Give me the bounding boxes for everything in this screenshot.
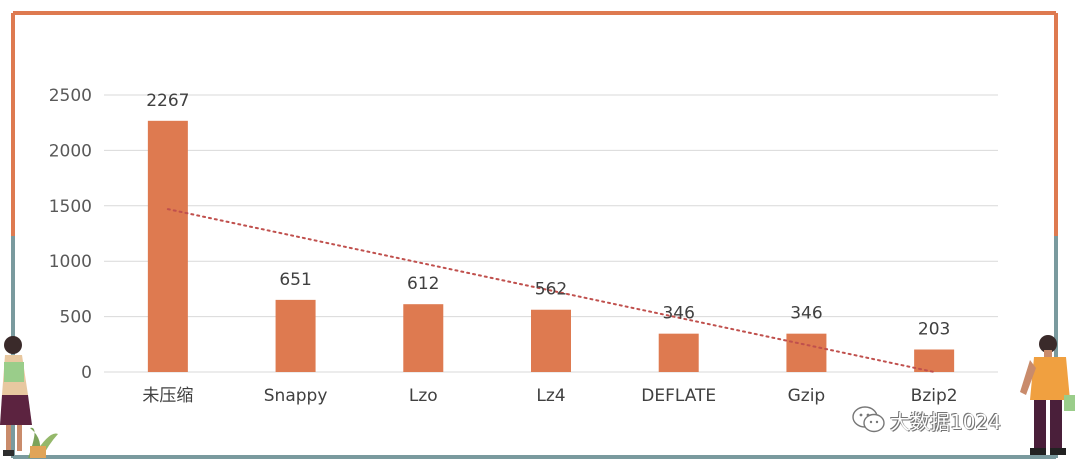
y-tick-label: 1000	[49, 252, 92, 272]
y-tick-label: 2500	[49, 86, 92, 106]
wechat-icon	[852, 406, 885, 433]
y-tick-label: 2000	[49, 141, 92, 161]
category-label: Gzip	[788, 386, 826, 406]
bar	[147, 120, 188, 372]
woman-illustration	[0, 336, 58, 458]
bar	[914, 349, 955, 372]
data-label: 562	[535, 280, 567, 300]
category-label: Snappy	[264, 386, 328, 406]
watermark-text: 大数据1024	[890, 409, 1001, 434]
data-label: 612	[407, 274, 439, 294]
trendline	[166, 208, 936, 373]
bar	[531, 309, 571, 372]
bar	[786, 333, 827, 372]
data-label: 651	[279, 270, 311, 290]
watermark: 大数据1024	[852, 405, 1001, 435]
data-label: 2267	[146, 91, 189, 111]
data-label: 203	[918, 320, 950, 340]
data-label: 346	[662, 304, 694, 324]
bar	[403, 304, 444, 372]
category-label: Bzip2	[911, 386, 958, 406]
category-label: Lzo	[409, 386, 438, 406]
y-tick-label: 500	[60, 308, 92, 328]
man-illustration	[1020, 335, 1075, 455]
category-label: Lz4	[536, 386, 565, 406]
y-tick-label: 1500	[49, 197, 92, 217]
category-label: DEFLATE	[641, 386, 716, 406]
y-tick-label: 0	[81, 363, 92, 383]
bar	[275, 299, 316, 372]
bar	[658, 333, 699, 372]
category-label: 未压缩	[142, 386, 193, 406]
data-label: 346	[790, 304, 822, 324]
